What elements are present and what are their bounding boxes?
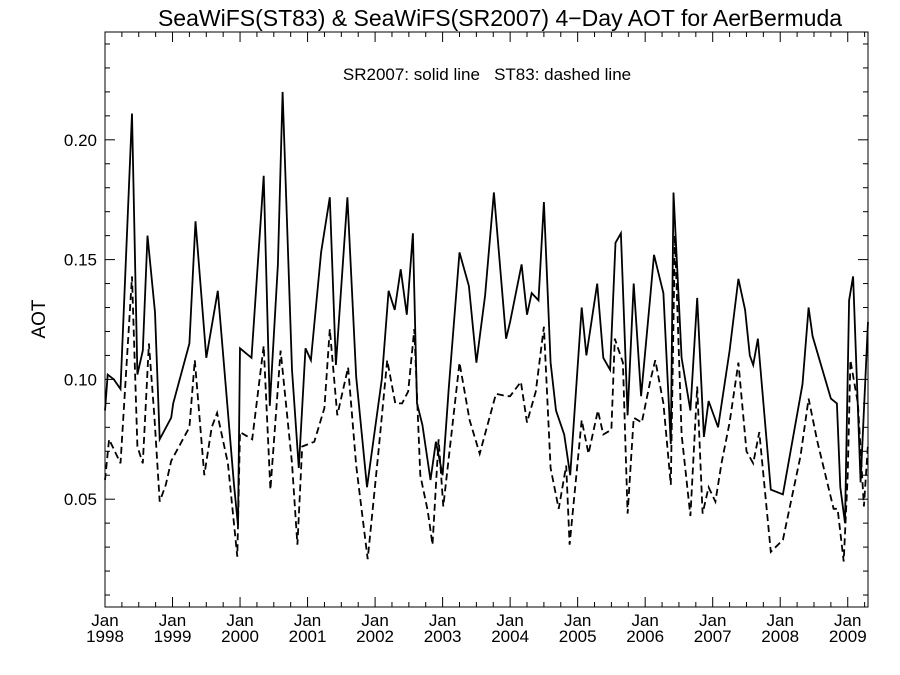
x-tick-label-month: Jan (361, 611, 388, 630)
x-tick-label-year: 2002 (356, 627, 394, 646)
x-tick-label-year: 2008 (761, 627, 799, 646)
series-line-st83 (104, 235, 869, 562)
x-tick-label-month: Jan (91, 611, 118, 630)
x-tick-label-year: 2009 (829, 627, 867, 646)
y-axis: 0.05 0.10 0.15 0.20 (64, 43, 868, 596)
x-tick-label-year: 2003 (424, 627, 462, 646)
x-tick-label-month: Jan (159, 611, 186, 630)
x-tick-label-month: Jan (294, 611, 321, 630)
x-tick-label-month: Jan (564, 611, 591, 630)
y-tick-label: 0.20 (64, 131, 97, 150)
x-tick-label-month: Jan (767, 611, 794, 630)
x-tick-label-year: 2000 (221, 627, 259, 646)
x-tick-label-year: 2004 (491, 627, 529, 646)
x-tick-label-month: Jan (631, 611, 658, 630)
x-tick-label-month: Jan (226, 611, 253, 630)
x-tick-label-year: 2007 (694, 627, 732, 646)
x-tick-label-year: 2005 (559, 627, 597, 646)
x-tick-label-month: Jan (496, 611, 523, 630)
line-style-annotation: SR2007: solid line ST83: dashed line (343, 65, 631, 84)
y-tick-label: 0.05 (64, 490, 97, 509)
x-axis: Jan1998Jan1999Jan2000Jan2001Jan2002Jan20… (86, 32, 867, 646)
series-line-sr2007 (104, 91, 869, 526)
x-tick-label-month: Jan (834, 611, 861, 630)
y-axis-label: AOT (29, 299, 50, 338)
x-tick-label-month: Jan (429, 611, 456, 630)
plot-frame (104, 31, 869, 608)
y-tick-label: 0.10 (64, 370, 97, 389)
series-layer (104, 91, 869, 562)
x-tick-label-month: Jan (699, 611, 726, 630)
x-tick-label-year: 2006 (626, 627, 664, 646)
y-tick-label: 0.15 (64, 251, 97, 270)
x-tick-label-year: 1999 (154, 627, 192, 646)
x-tick-label-year: 2001 (289, 627, 327, 646)
x-tick-label-year: 1998 (86, 627, 124, 646)
chart-title: SeaWiFS(ST83) & SeaWiFS(SR2007) 4−Day AO… (158, 5, 842, 31)
